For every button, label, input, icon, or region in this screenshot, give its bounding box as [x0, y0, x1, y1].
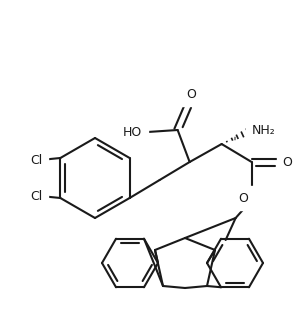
Text: Cl: Cl [31, 189, 43, 202]
Text: O: O [187, 88, 197, 101]
Text: O: O [239, 191, 249, 204]
Text: Cl: Cl [31, 154, 43, 167]
Text: HO: HO [123, 126, 142, 139]
Text: NH₂: NH₂ [252, 124, 275, 137]
Text: O: O [283, 156, 293, 168]
